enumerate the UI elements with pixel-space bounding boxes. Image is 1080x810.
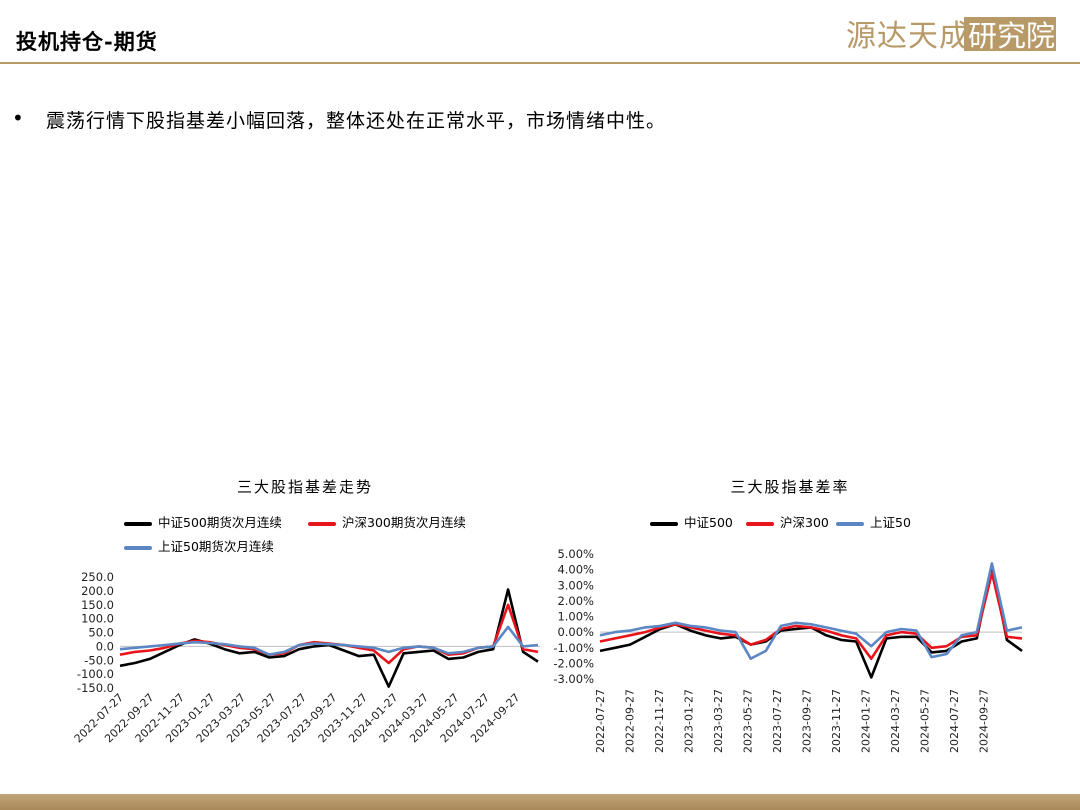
x-tick-label: 2024-05-27 bbox=[919, 689, 932, 753]
legend-swatch bbox=[124, 545, 152, 550]
legend-swatch bbox=[308, 521, 336, 526]
x-tick-label: 2023-01-27 bbox=[683, 689, 696, 753]
y-tick-label: -100.0 bbox=[77, 667, 114, 681]
x-tick-label: 2024-07-27 bbox=[948, 689, 961, 753]
legend-item-sse50: 上证50 bbox=[836, 512, 911, 531]
series-line-0 bbox=[599, 563, 1023, 679]
y-tick-label: 1.00% bbox=[557, 610, 594, 624]
y-tick-label: 0.0 bbox=[96, 639, 114, 653]
chart-title: 三大股指基差率 bbox=[730, 478, 850, 496]
legend-label: 沪深300期货次月连续 bbox=[342, 515, 466, 530]
y-tick-label: -150.0 bbox=[77, 681, 114, 695]
legend-label: 中证500期货次月连续 bbox=[158, 515, 282, 530]
x-tick-label: 2022-11-27 bbox=[653, 689, 666, 753]
y-tick-label: -3.00% bbox=[553, 672, 594, 686]
slide-header: 投机持仓-期货 源达天成 研究院 bbox=[0, 0, 1080, 66]
basis-trend-chart: 三大股指基差走势 中证500期货次月连续 沪深300期货次月连续 上证50期货次… bbox=[60, 470, 550, 770]
x-tick-label: 2023-03-27 bbox=[712, 689, 725, 753]
y-tick-label: 0.00% bbox=[557, 625, 594, 639]
y-tick-label: 2.00% bbox=[557, 594, 594, 608]
x-tick-label: 2022-07-27 bbox=[594, 689, 607, 753]
y-tick-label: 4.00% bbox=[557, 563, 594, 577]
chart-plot: 250.0200.0150.0100.050.00.0-50.0-100.0-1… bbox=[72, 570, 540, 745]
footer-bar bbox=[0, 794, 1080, 810]
legend-label: 上证50期货次月连续 bbox=[158, 539, 274, 554]
series-line-0 bbox=[119, 588, 539, 688]
bullet-dot: • bbox=[12, 106, 24, 130]
x-tick-label: 2024-03-27 bbox=[889, 689, 902, 753]
legend-item-hs300: 沪深300 bbox=[746, 512, 829, 531]
brand-logo: 源达天成 研究院 bbox=[846, 17, 1056, 54]
chart-title: 三大股指基差走势 bbox=[236, 478, 373, 496]
legend-label: 中证500 bbox=[684, 515, 733, 530]
summary-bullet: 震荡行情下股指基差小幅回落，整体还处在正常水平，市场情绪中性。 bbox=[46, 110, 667, 132]
basis-rate-chart: 三大股指基差率 中证500 沪深300 上证50 5.00% 4.00% 3.00%… bbox=[540, 470, 1040, 770]
y-tick-label: 250.0 bbox=[81, 570, 114, 584]
legend-item-hs300: 沪深300期货次月连续 bbox=[308, 512, 466, 531]
x-tick-label: 2023-09-27 bbox=[801, 689, 814, 753]
svg-text:源达天成: 源达天成 bbox=[846, 19, 970, 54]
svg-text:研究院: 研究院 bbox=[968, 19, 1055, 53]
legend-label: 沪深300 bbox=[780, 515, 829, 530]
legend-swatch bbox=[836, 521, 864, 526]
chart-plot: 5.00% 4.00%3.00% 2.00% 1.00%0.00% -1.00%-2.0… bbox=[553, 547, 1023, 753]
x-tick-label: 2024-09-27 bbox=[978, 689, 991, 753]
x-tick-label: 2023-05-27 bbox=[742, 689, 755, 753]
x-tick-label: 2023-11-27 bbox=[830, 689, 843, 753]
legend-item-csi500: 中证500 bbox=[650, 512, 733, 531]
page-title: 投机持仓-期货 bbox=[16, 29, 158, 54]
y-tick-label: 100.0 bbox=[81, 612, 114, 626]
header-divider bbox=[0, 62, 1080, 64]
y-tick-label: -1.00% bbox=[553, 641, 594, 655]
series-line-2 bbox=[599, 562, 1023, 660]
series-line-1 bbox=[599, 571, 1023, 660]
legend-label: 上证50 bbox=[870, 515, 911, 530]
y-tick-label: 200.0 bbox=[81, 584, 114, 598]
x-tick-label: 2022-09-27 bbox=[624, 689, 637, 753]
legend-swatch bbox=[650, 521, 678, 526]
y-tick-label: 3.00% bbox=[557, 578, 594, 592]
y-tick-label: 150.0 bbox=[81, 598, 114, 612]
y-tick-label: -2.00% bbox=[553, 656, 594, 670]
legend-swatch bbox=[746, 521, 774, 526]
series-line-2 bbox=[119, 625, 539, 656]
legend-item-csi500: 中证500期货次月连续 bbox=[124, 512, 282, 531]
legend-item-sse50: 上证50期货次月连续 bbox=[124, 536, 274, 555]
x-tick-label: 2023-07-27 bbox=[771, 689, 784, 753]
y-tick-label: -50.0 bbox=[84, 653, 114, 667]
y-tick-label: 5.00% bbox=[557, 547, 594, 561]
x-tick-label: 2024-01-27 bbox=[860, 689, 873, 753]
y-tick-label: 50.0 bbox=[88, 626, 114, 640]
legend-swatch bbox=[124, 521, 152, 526]
